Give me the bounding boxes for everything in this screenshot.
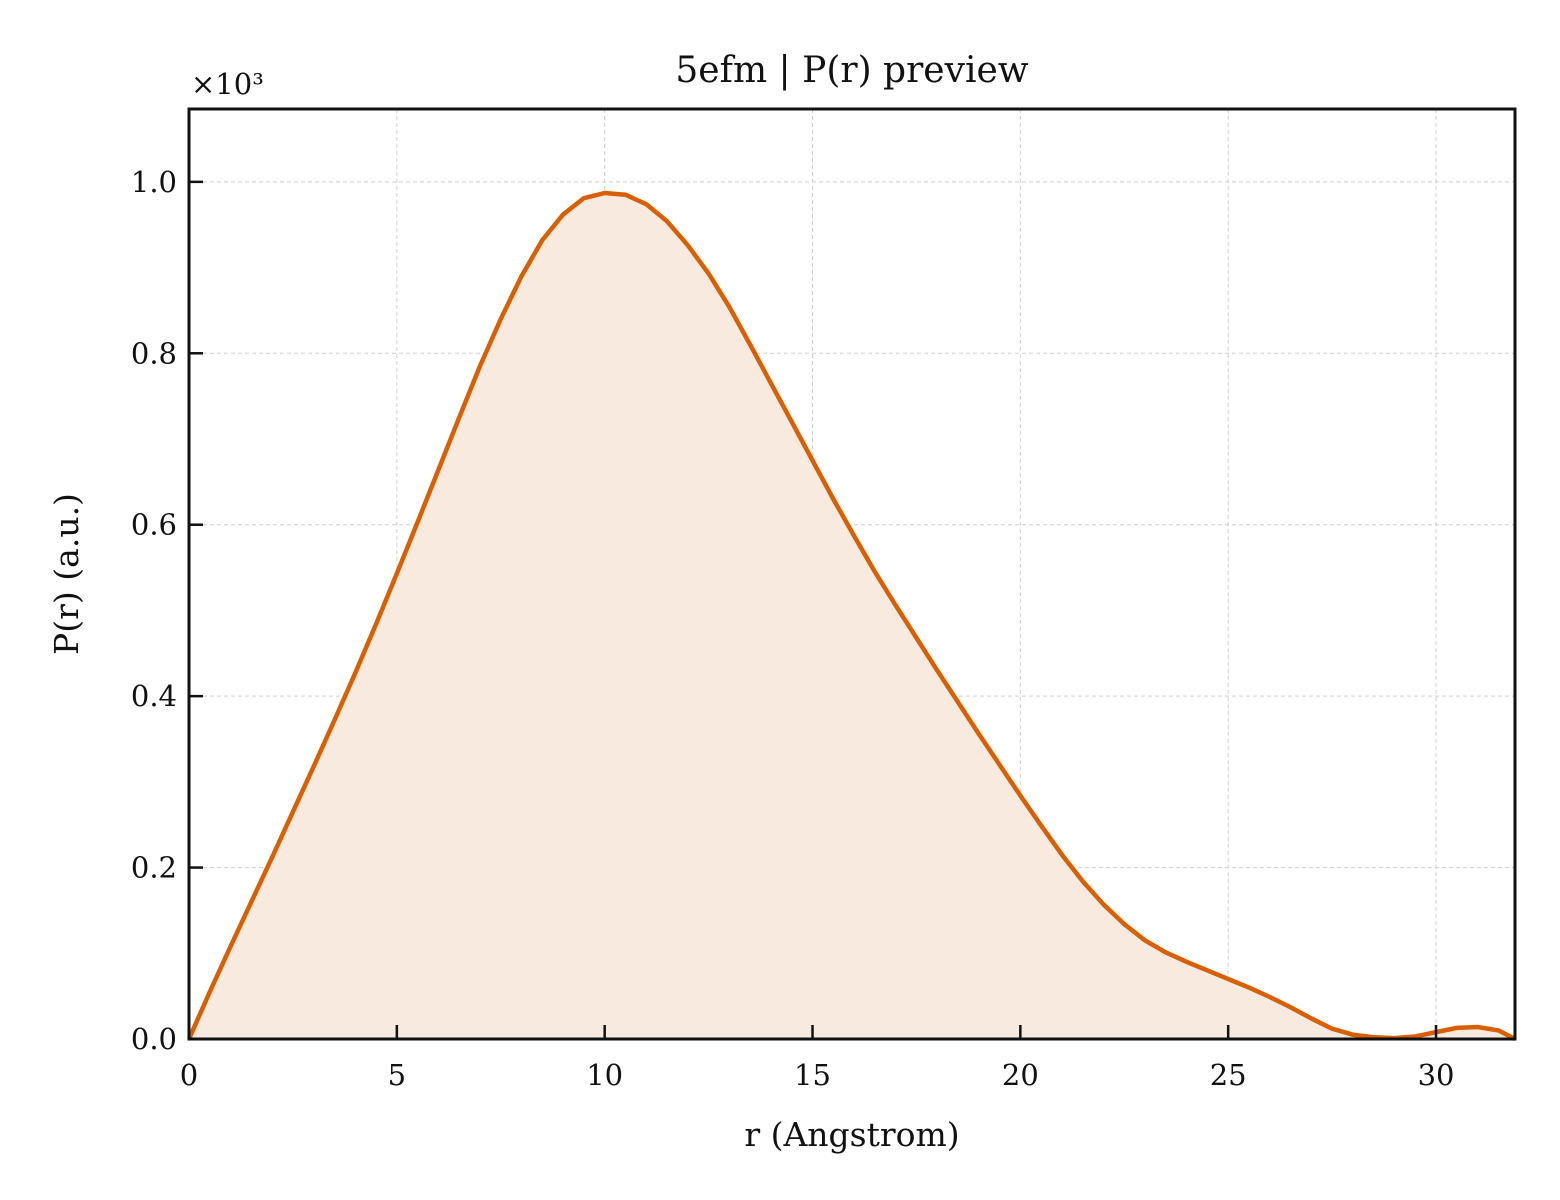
chart-title: 5efm | P(r) preview: [675, 50, 1028, 91]
y-axis-multiplier: ×10³: [191, 67, 264, 101]
x-tick-label: 30: [1418, 1058, 1455, 1092]
x-tick-label: 10: [586, 1058, 623, 1092]
plot-frame: [187, 107, 1517, 1041]
x-tick-label: 20: [1002, 1058, 1039, 1092]
x-tick-label: 15: [794, 1058, 831, 1092]
pr-curve: [186, 190, 1517, 1042]
x-tick-label: 5: [388, 1058, 406, 1092]
y-tick-label: 0.2: [131, 851, 177, 885]
y-tick-label: 0.8: [131, 336, 177, 370]
x-tick-label: 0: [180, 1058, 198, 1092]
x-axis-label: r (Angstrom): [744, 1115, 959, 1154]
pr-fill-area: [189, 193, 1515, 1039]
x-tick-label: 25: [1210, 1058, 1247, 1092]
y-tick-label: 0.0: [131, 1022, 177, 1056]
y-axis-label: P(r) (a.u.): [47, 493, 86, 655]
y-tick-label: 0.6: [131, 508, 177, 542]
y-tick-label: 0.4: [131, 679, 177, 713]
y-tick-label: 1.0: [131, 165, 177, 199]
ticks: 0 5 10 15 20 25 30 0.0 0.2 0.4 0.6 0.8 1.0: [131, 165, 1455, 1092]
